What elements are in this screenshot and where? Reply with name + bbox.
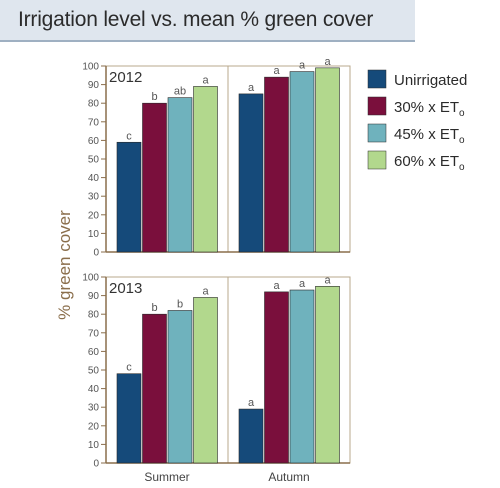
legend-swatch — [367, 69, 387, 89]
bar — [116, 141, 142, 253]
y-tick-label: 80 — [88, 310, 100, 321]
legend-label-text: 60% x ET — [394, 153, 459, 170]
legend-swatch — [367, 150, 387, 170]
y-tick-label: 50 — [88, 366, 100, 377]
significance-label: a — [324, 56, 331, 68]
x-category-label: Autumn — [268, 470, 309, 484]
bar — [238, 408, 264, 464]
significance-label: c — [126, 130, 132, 142]
significance-label: a — [299, 60, 306, 72]
y-tick-label: 40 — [88, 173, 100, 184]
y-tick-label: 30 — [88, 403, 100, 414]
y-tick-label: 30 — [88, 192, 100, 203]
significance-label: a — [299, 278, 306, 290]
y-tick-label: 70 — [88, 117, 100, 128]
y-tick-label: 50 — [88, 155, 100, 166]
legend-label: Unirrigated — [394, 72, 467, 89]
title-bar: Irrigation level vs. mean % green cover — [0, 0, 415, 42]
significance-label: a — [273, 65, 280, 77]
y-tick-label: 0 — [93, 459, 99, 470]
bar — [167, 97, 193, 253]
y-tick-label: 10 — [88, 440, 100, 451]
significance-label: c — [126, 362, 132, 374]
significance-label: b — [151, 302, 157, 314]
legend-swatch — [367, 96, 387, 116]
legend-label-subscript: o — [459, 162, 465, 173]
legend-label: 60% x ETo — [394, 153, 465, 173]
legend-label: 45% x ETo — [394, 126, 465, 146]
bar — [116, 373, 142, 464]
legend-label-text: Unirrigated — [394, 72, 467, 89]
bar — [264, 76, 289, 253]
bar — [193, 297, 218, 464]
significance-label: b — [151, 91, 157, 103]
bar — [289, 71, 315, 253]
bar — [142, 102, 167, 253]
y-tick-label: 10 — [88, 229, 100, 240]
legend-label-subscript: o — [459, 135, 465, 146]
significance-label: a — [273, 280, 280, 292]
y-tick-label: 100 — [82, 62, 99, 73]
y-tick-label: 0 — [93, 248, 99, 259]
y-axis-title: % green cover — [55, 210, 74, 320]
legend-label-text: 30% x ET — [394, 99, 459, 116]
y-tick-label: 80 — [88, 99, 100, 110]
bar — [142, 313, 167, 464]
panel-year-label: 2013 — [109, 280, 142, 297]
bar — [238, 93, 264, 253]
significance-label: b — [177, 298, 183, 310]
significance-label: a — [324, 274, 331, 286]
panel-year-label: 2012 — [109, 69, 142, 86]
y-tick-label: 70 — [88, 328, 100, 339]
y-tick-label: 90 — [88, 80, 100, 91]
chart-title: Irrigation level vs. mean % green cover — [18, 8, 374, 31]
legend-label-text: 45% x ET — [394, 126, 459, 143]
y-tick-label: 40 — [88, 384, 100, 395]
x-category-label: Summer — [144, 470, 189, 484]
significance-label: a — [202, 74, 209, 86]
y-tick-label: 60 — [88, 347, 100, 358]
y-tick-label: 20 — [88, 421, 100, 432]
y-tick-label: 20 — [88, 210, 100, 221]
bar — [315, 67, 340, 253]
significance-label: a — [202, 285, 209, 297]
bar — [167, 310, 193, 464]
legend-label: 30% x ETo — [394, 99, 465, 119]
bar — [264, 291, 289, 464]
bar — [315, 285, 340, 464]
significance-label: ab — [174, 86, 186, 98]
y-tick-label: 90 — [88, 291, 100, 302]
significance-label: a — [248, 397, 255, 409]
legend-label-subscript: o — [459, 108, 465, 119]
bar — [193, 86, 218, 253]
legend-swatch — [367, 123, 387, 143]
bar — [289, 289, 315, 464]
significance-label: a — [248, 82, 255, 94]
y-tick-label: 60 — [88, 136, 100, 147]
y-tick-label: 100 — [82, 273, 99, 284]
